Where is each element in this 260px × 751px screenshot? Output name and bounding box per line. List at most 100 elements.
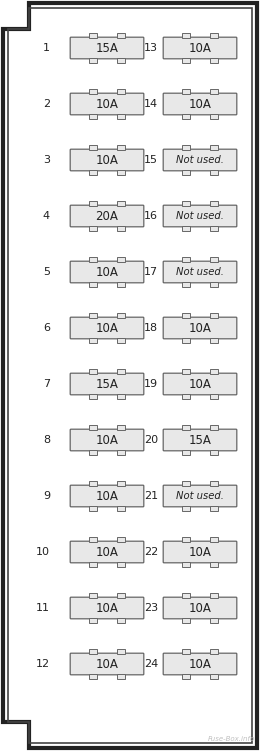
Text: 10A: 10A bbox=[188, 602, 211, 614]
Text: 16: 16 bbox=[144, 211, 158, 221]
Bar bbox=[210, 58, 218, 63]
Bar bbox=[182, 506, 190, 511]
Bar bbox=[117, 593, 125, 598]
Bar bbox=[89, 450, 97, 455]
Text: 10A: 10A bbox=[188, 98, 211, 110]
Text: 4: 4 bbox=[43, 211, 50, 221]
Bar bbox=[182, 425, 190, 430]
FancyBboxPatch shape bbox=[70, 205, 144, 227]
Bar bbox=[210, 226, 218, 231]
Text: 10A: 10A bbox=[96, 153, 119, 167]
Text: 1: 1 bbox=[43, 43, 50, 53]
FancyBboxPatch shape bbox=[163, 597, 237, 619]
Bar bbox=[89, 58, 97, 63]
Bar bbox=[182, 201, 190, 206]
FancyBboxPatch shape bbox=[70, 653, 144, 675]
Bar bbox=[182, 593, 190, 598]
Bar bbox=[89, 537, 97, 542]
FancyBboxPatch shape bbox=[70, 541, 144, 562]
Bar bbox=[182, 145, 190, 150]
Bar bbox=[182, 481, 190, 486]
Bar bbox=[117, 338, 125, 343]
FancyBboxPatch shape bbox=[163, 38, 237, 59]
Bar bbox=[89, 114, 97, 119]
Bar bbox=[210, 89, 218, 94]
Text: 8: 8 bbox=[43, 435, 50, 445]
Bar bbox=[117, 450, 125, 455]
Text: 10A: 10A bbox=[96, 657, 119, 671]
Bar bbox=[210, 394, 218, 399]
Bar bbox=[89, 562, 97, 567]
Bar bbox=[182, 226, 190, 231]
Bar bbox=[182, 394, 190, 399]
Bar bbox=[210, 618, 218, 623]
Bar bbox=[210, 33, 218, 38]
Bar bbox=[210, 593, 218, 598]
Text: 11: 11 bbox=[36, 603, 50, 613]
Text: 24: 24 bbox=[144, 659, 158, 669]
Bar bbox=[117, 674, 125, 679]
FancyBboxPatch shape bbox=[163, 93, 237, 115]
Text: 21: 21 bbox=[144, 491, 158, 501]
Bar bbox=[210, 114, 218, 119]
Bar bbox=[89, 649, 97, 654]
Bar bbox=[182, 282, 190, 287]
Bar bbox=[182, 170, 190, 175]
FancyBboxPatch shape bbox=[70, 317, 144, 339]
Bar bbox=[117, 313, 125, 318]
FancyBboxPatch shape bbox=[163, 205, 237, 227]
Text: 10A: 10A bbox=[96, 545, 119, 559]
FancyBboxPatch shape bbox=[163, 485, 237, 507]
Bar bbox=[182, 257, 190, 262]
Text: 19: 19 bbox=[144, 379, 158, 389]
FancyBboxPatch shape bbox=[163, 541, 237, 562]
Text: Not used.: Not used. bbox=[176, 155, 224, 165]
Bar bbox=[210, 506, 218, 511]
FancyBboxPatch shape bbox=[163, 261, 237, 283]
Bar bbox=[182, 562, 190, 567]
Bar bbox=[210, 562, 218, 567]
Text: 10A: 10A bbox=[188, 545, 211, 559]
Bar bbox=[117, 481, 125, 486]
Text: 10A: 10A bbox=[96, 266, 119, 279]
Bar bbox=[210, 649, 218, 654]
Bar bbox=[210, 450, 218, 455]
Bar bbox=[89, 394, 97, 399]
Text: 10A: 10A bbox=[96, 321, 119, 334]
Bar bbox=[89, 257, 97, 262]
Text: 10: 10 bbox=[36, 547, 50, 557]
Bar bbox=[182, 33, 190, 38]
Bar bbox=[117, 394, 125, 399]
FancyBboxPatch shape bbox=[70, 485, 144, 507]
Text: Fuse-Box.info: Fuse-Box.info bbox=[208, 736, 255, 742]
Bar bbox=[117, 257, 125, 262]
Bar bbox=[117, 89, 125, 94]
Bar bbox=[117, 114, 125, 119]
Text: 23: 23 bbox=[144, 603, 158, 613]
Text: 3: 3 bbox=[43, 155, 50, 165]
Text: 18: 18 bbox=[144, 323, 158, 333]
Bar bbox=[182, 537, 190, 542]
Text: 10A: 10A bbox=[96, 433, 119, 447]
Text: Not used.: Not used. bbox=[176, 267, 224, 277]
Bar bbox=[89, 618, 97, 623]
Bar bbox=[117, 201, 125, 206]
Bar bbox=[182, 58, 190, 63]
Bar bbox=[89, 674, 97, 679]
Bar bbox=[182, 674, 190, 679]
Text: 14: 14 bbox=[144, 99, 158, 109]
Bar bbox=[117, 562, 125, 567]
Bar bbox=[89, 506, 97, 511]
Text: 20A: 20A bbox=[96, 210, 119, 222]
Bar bbox=[210, 369, 218, 374]
Bar bbox=[117, 537, 125, 542]
Bar bbox=[117, 33, 125, 38]
Text: 2: 2 bbox=[43, 99, 50, 109]
Bar bbox=[182, 649, 190, 654]
Bar bbox=[89, 33, 97, 38]
FancyBboxPatch shape bbox=[163, 653, 237, 675]
Text: Not used.: Not used. bbox=[176, 211, 224, 221]
FancyBboxPatch shape bbox=[70, 597, 144, 619]
Text: 10A: 10A bbox=[96, 602, 119, 614]
FancyBboxPatch shape bbox=[70, 373, 144, 395]
